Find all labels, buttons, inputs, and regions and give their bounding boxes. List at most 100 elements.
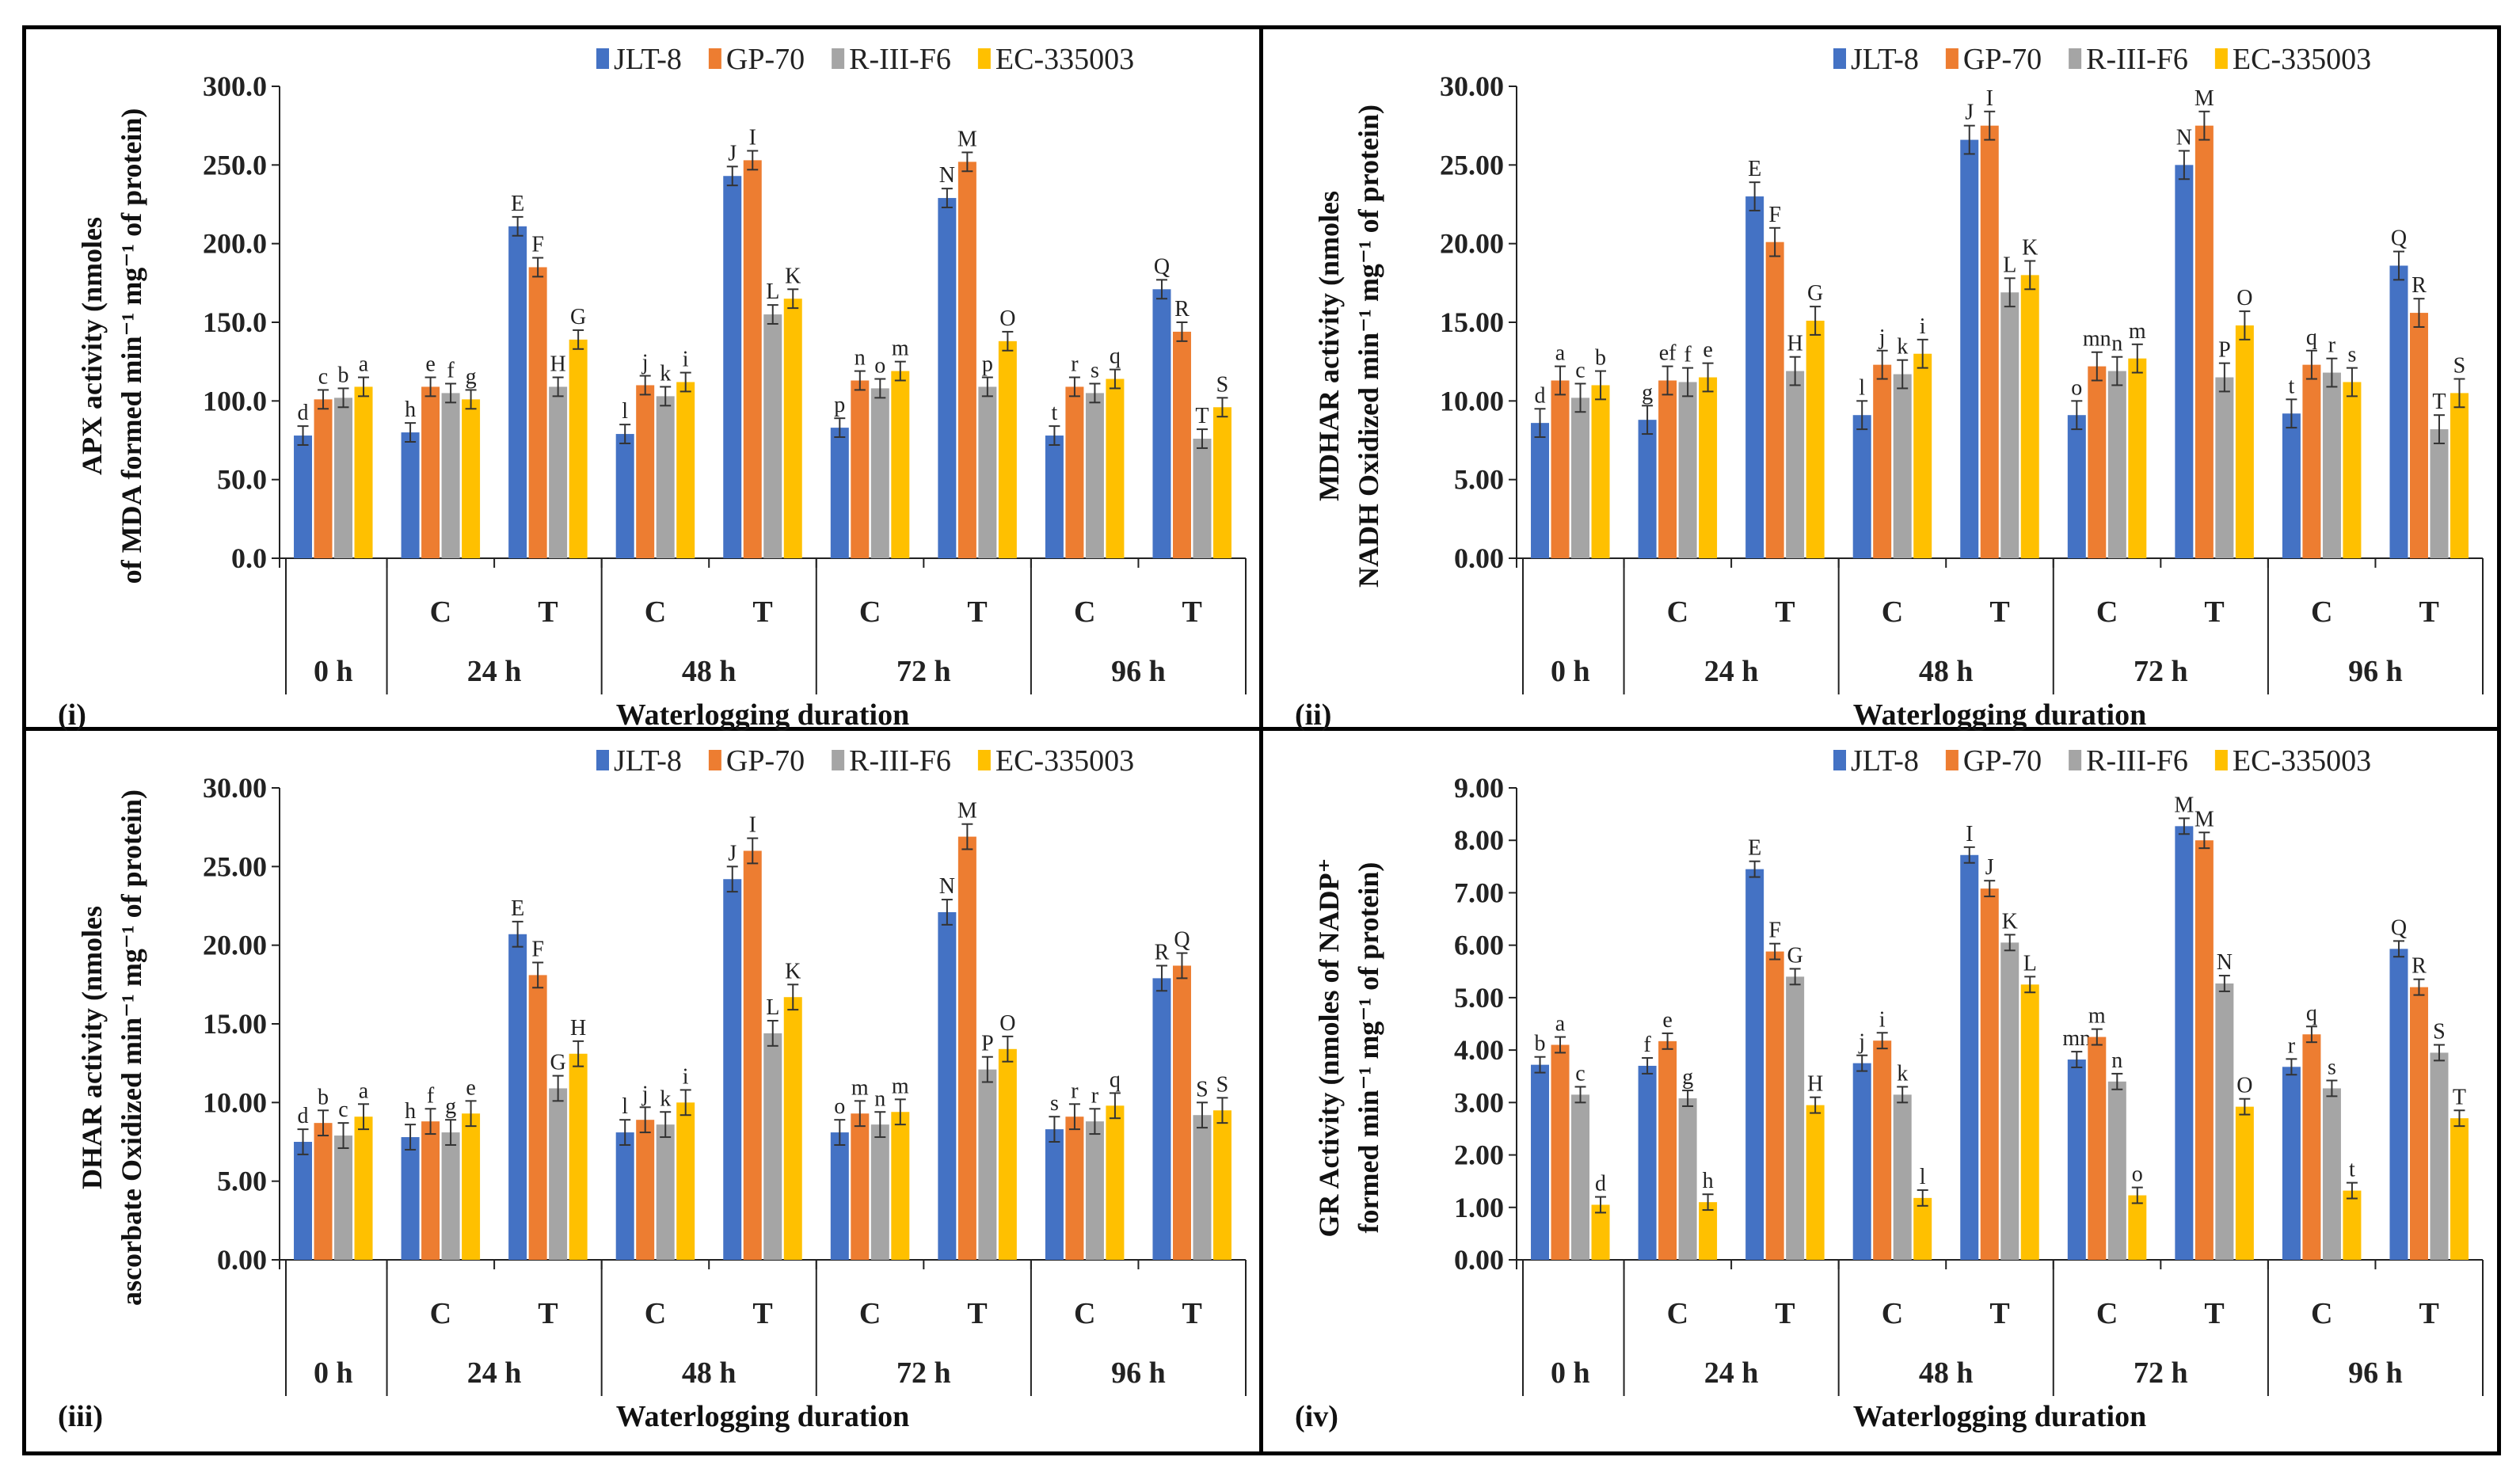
legend-swatch [977,48,991,69]
bar [1085,1121,1104,1260]
panel-gr: 0.00 1.00 2.00 3.00 4.00 5.00 6.00 7.00 8.00 9.00… [1263,731,2497,1436]
bar [938,911,957,1260]
significance-letter: S [2433,1019,2446,1044]
significance-letter: Q [2391,915,2407,940]
significance-letter: F [531,938,544,962]
y-tick-label: 30.00 [1440,70,1504,102]
significance-letter: H [550,352,566,377]
duration-label: 48 h [682,655,737,688]
significance-letter: o [834,1094,845,1119]
bar [2409,987,2428,1260]
treatment-label: C [1667,1297,1688,1330]
significance-letter: G [1787,943,1803,968]
significance-letter: K [785,264,801,288]
significance-letter: a [1555,341,1566,366]
significance-letter: d [298,1104,309,1128]
significance-letter: g [466,364,477,389]
treatment-label: T [1775,595,1795,629]
bar [1658,380,1677,558]
bar [2450,393,2469,558]
bar [870,1124,889,1260]
significance-letter: t [2289,374,2295,398]
bar [2389,949,2408,1260]
significance-letter: s [2347,343,2356,367]
bar [2450,1118,2469,1260]
bar [998,1048,1017,1260]
bar [1873,1040,1892,1260]
bar [1638,1065,1657,1260]
bar [1852,415,1871,558]
significance-letter: s [1050,1091,1059,1116]
bar [636,385,655,558]
bar [2302,364,2321,558]
significance-letter: H [1807,1072,1823,1097]
duration-label: 72 h [2134,655,2188,688]
bar [2282,413,2301,558]
legend-label: EC-335003 [995,43,1134,76]
duration-label: 24 h [1704,655,1759,688]
bar [830,1132,849,1260]
treatment-label: T [538,1297,558,1330]
significance-letter: h [1703,1169,1714,1193]
treatment-label: T [2419,595,2439,629]
y-tick-label: 300.0 [203,70,267,102]
significance-letter: l [622,1094,628,1119]
bar [2322,1088,2341,1260]
significance-letter: J [728,141,737,165]
bar [2128,358,2147,558]
bar [723,879,742,1260]
treatment-label: T [967,1297,987,1330]
treatment-label: C [1882,1297,1903,1330]
significance-letter: G [570,305,586,329]
significance-letter: T [2453,1085,2466,1109]
significance-letter: mn [2083,327,2111,352]
bar [1193,1115,1212,1260]
legend-label: GP-70 [726,744,805,778]
y-tick-label: 4.00 [1454,1034,1504,1066]
significance-letter: p [834,393,845,417]
bar [2107,1081,2126,1260]
significance-letter: b [318,1085,329,1109]
y-tick-label: 7.00 [1454,877,1504,908]
legend-swatch [1833,750,1846,770]
significance-letter: F [1768,203,1781,227]
significance-letter: M [2174,793,2194,817]
significance-letter: k [1897,1061,1908,1086]
bar [1152,978,1171,1260]
legend-swatch [708,48,721,69]
legend-swatch [708,750,721,770]
treatment-label: T [1989,1297,2009,1330]
significance-letter: K [785,959,801,983]
x-axis-title: Waterlogging duration [616,1400,910,1433]
significance-letter: E [511,896,524,921]
significance-letter: a [359,352,369,377]
bar [1913,1197,1932,1260]
legend-swatch [832,750,845,770]
significance-letter: b [1535,1032,1546,1056]
bar [1531,1064,1550,1260]
y-tick-label: 0.00 [1454,542,1504,574]
bar [441,1132,460,1260]
significance-letter: t [1052,401,1058,425]
bar [528,267,547,558]
y-tick-label: 30.00 [203,772,267,804]
significance-letter: P [2218,338,2231,363]
bar [2107,371,2126,558]
y-tick-label: 5.00 [1454,464,1504,496]
significance-letter: i [683,1064,689,1089]
treatment-label: C [430,595,451,629]
bar [2128,1195,2147,1260]
bar [1065,1117,1084,1260]
bar [2020,275,2039,558]
bar [2235,325,2254,558]
y-tick-label: 250.0 [203,149,267,181]
legend-swatch [1833,48,1846,69]
legend-swatch [1945,750,1959,770]
significance-letter: L [766,995,779,1020]
significance-letter: a [359,1078,369,1103]
significance-letter: K [2002,909,2018,934]
bar [2195,125,2214,559]
bar [1960,139,1979,559]
bar [1571,1094,1590,1260]
significance-letter: k [1897,335,1908,359]
